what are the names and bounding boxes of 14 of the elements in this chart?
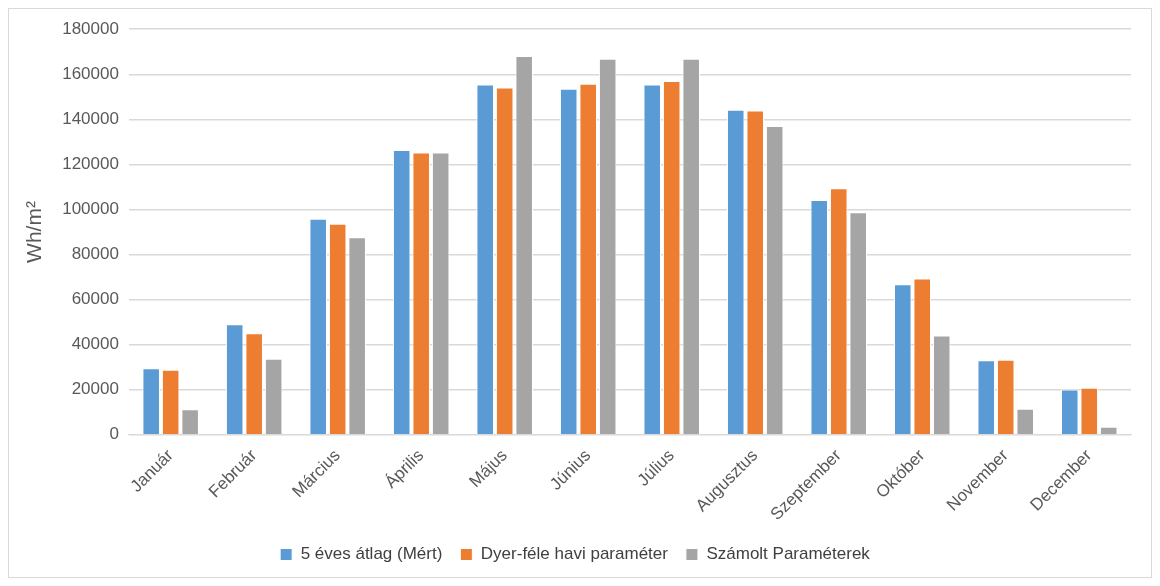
legend-label: Dyer-féle havi paraméter bbox=[480, 544, 669, 564]
y-tick-label: 60000 bbox=[71, 289, 119, 309]
y-axis-title: Wh/m² bbox=[22, 201, 46, 263]
y-tick-label: 140000 bbox=[62, 109, 119, 129]
y-tick-label: 100000 bbox=[62, 199, 119, 219]
y-tick-label: 40000 bbox=[71, 334, 119, 354]
y-tick-label: 80000 bbox=[71, 244, 119, 264]
y-tick-label: 120000 bbox=[62, 154, 119, 174]
legend-label: Számolt Paraméterek bbox=[706, 544, 871, 564]
legend-label: 5 éves átlag (Mért) bbox=[300, 544, 443, 564]
y-tick-label: 160000 bbox=[62, 63, 119, 83]
y-tick-label: 0 bbox=[109, 424, 119, 444]
y-tick-label: 180000 bbox=[62, 18, 119, 38]
y-tick-label: 20000 bbox=[71, 379, 119, 399]
